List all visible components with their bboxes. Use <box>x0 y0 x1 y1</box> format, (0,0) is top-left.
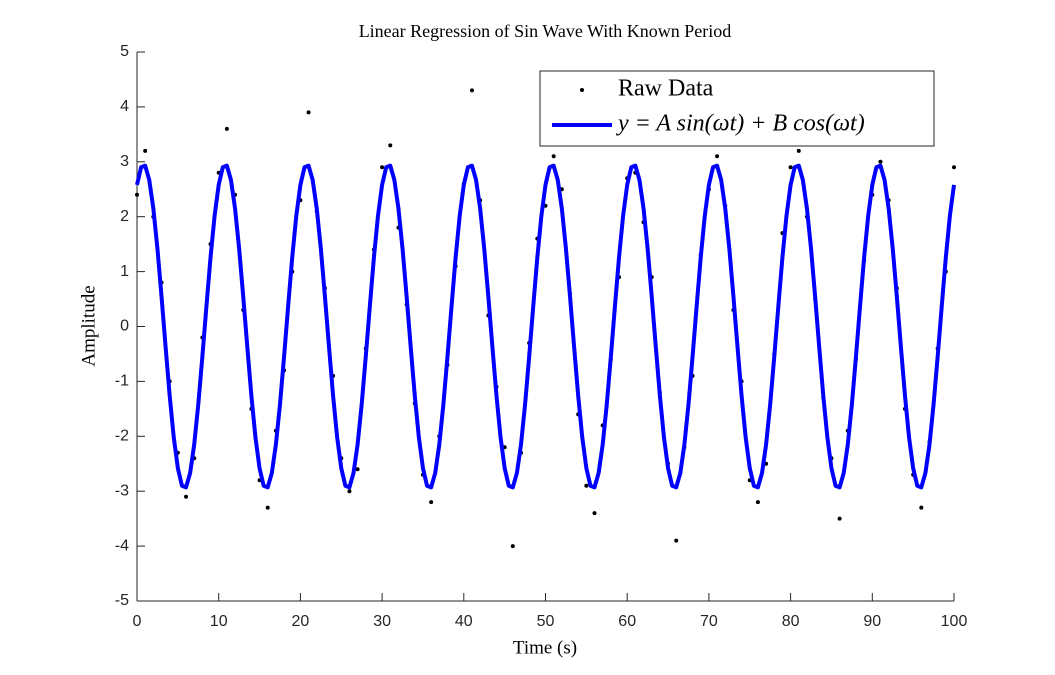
y-tick-label: 4 <box>120 98 129 115</box>
x-tick-label: 10 <box>210 613 228 630</box>
data-point <box>380 165 385 170</box>
data-point <box>796 148 801 153</box>
data-point <box>355 467 360 472</box>
x-tick-label: 20 <box>292 613 310 630</box>
y-tick-label: -5 <box>115 592 129 609</box>
data-point <box>184 494 189 499</box>
y-tick-label: -3 <box>115 482 129 499</box>
data-point <box>788 165 793 170</box>
x-tick-label: 50 <box>537 613 555 630</box>
data-point <box>878 159 883 164</box>
data-point <box>592 511 597 516</box>
x-tick-label: 80 <box>782 613 800 630</box>
data-point <box>224 126 229 131</box>
y-axis-label: Amplitude <box>78 285 99 366</box>
fit-line <box>135 163 956 490</box>
y-tick-label: -1 <box>115 373 129 390</box>
y-tick-label: 1 <box>120 263 129 280</box>
x-tick-label: 30 <box>373 613 391 630</box>
legend-label: Raw Data <box>618 76 714 102</box>
y-tick-label: 5 <box>120 43 129 60</box>
data-point <box>306 110 311 115</box>
x-axis-label: Time (s) <box>513 637 577 658</box>
data-point <box>837 516 842 521</box>
data-point <box>674 538 679 543</box>
data-point <box>919 505 924 510</box>
data-point <box>584 483 589 488</box>
x-tick-label: 90 <box>863 613 881 630</box>
legend-box <box>539 70 935 147</box>
x-tick-label: 100 <box>941 613 968 630</box>
data-point <box>551 154 556 159</box>
data-point <box>715 154 720 159</box>
y-tick-label: 2 <box>120 208 129 225</box>
x-tick-label: 60 <box>618 613 636 630</box>
x-tick-label: 0 <box>133 613 142 630</box>
data-point <box>347 489 352 494</box>
legend-marker <box>580 88 584 92</box>
x-tick-label: 40 <box>455 613 473 630</box>
y-tick-label: -2 <box>115 428 129 445</box>
data-point <box>135 192 139 197</box>
data-point <box>143 148 148 153</box>
x-tick-label: 70 <box>700 613 718 630</box>
data-point <box>388 143 393 148</box>
data-point <box>265 505 270 510</box>
data-point <box>755 500 760 505</box>
data-point <box>469 88 474 93</box>
data-point <box>510 544 515 549</box>
y-tick-label: -4 <box>115 537 129 554</box>
y-tick-label: 3 <box>120 153 129 170</box>
data-point <box>952 165 956 170</box>
legend-label: y = A sin(ωt) + B cos(ωt) <box>616 111 865 137</box>
chart-title: Linear Regression of Sin Wave With Known… <box>359 21 732 41</box>
data-point <box>429 500 434 505</box>
y-tick-label: 0 <box>120 318 129 335</box>
